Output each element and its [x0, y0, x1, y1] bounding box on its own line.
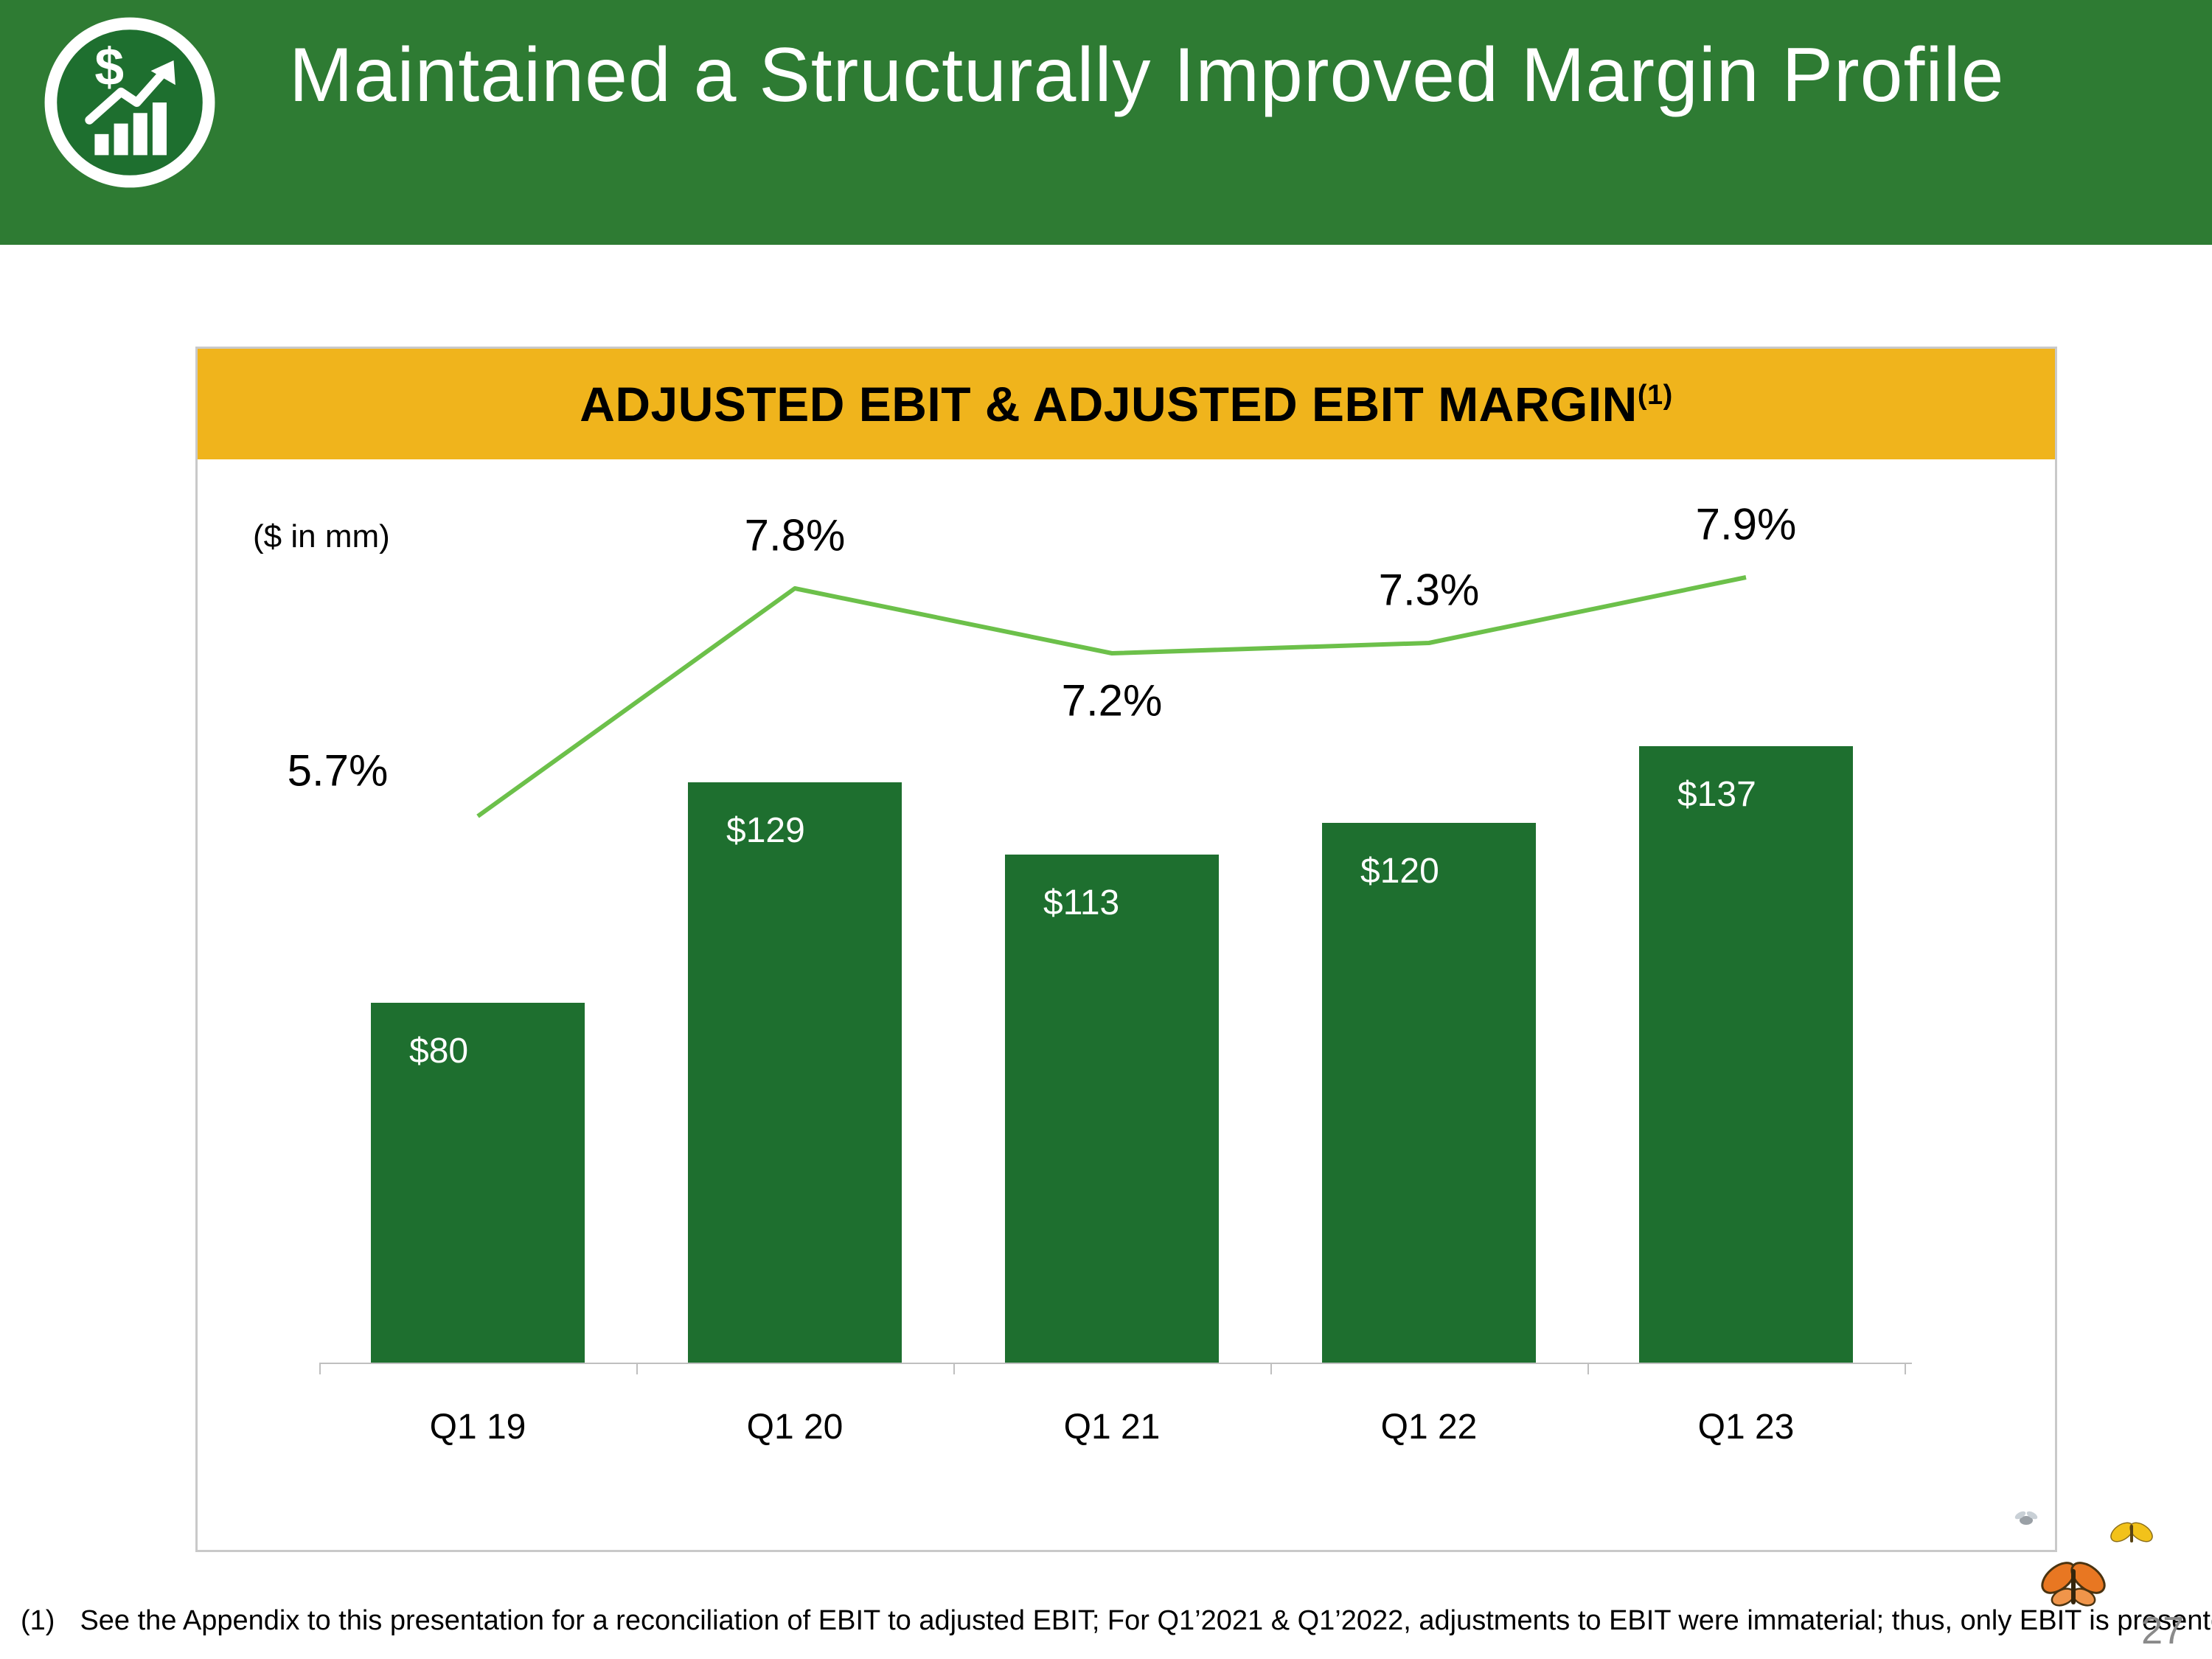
- x-axis-tick: [1587, 1363, 1589, 1374]
- x-axis-tick: [1905, 1363, 1906, 1374]
- bar-value-label: $137: [1677, 775, 1756, 814]
- x-axis-tick: [1270, 1363, 1272, 1374]
- bar-q1-23: [1639, 746, 1853, 1363]
- chart-title-band: ADJUSTED EBIT & ADJUSTED EBIT MARGIN(1): [198, 349, 2055, 459]
- page-title: Maintained a Structurally Improved Margi…: [289, 32, 2005, 118]
- margin-point-label: 7.8%: [744, 510, 846, 560]
- svg-text:$: $: [94, 38, 124, 97]
- bar-value-label: $129: [726, 811, 805, 850]
- bar-value-label: $80: [409, 1032, 469, 1071]
- x-axis-tick: [319, 1363, 321, 1374]
- x-axis-label: Q1 23: [1697, 1408, 1795, 1447]
- margin-point-label: 7.9%: [1695, 499, 1797, 549]
- bar-value-label: $120: [1360, 852, 1439, 891]
- orange-butterfly-icon: [2041, 1562, 2106, 1607]
- x-axis-line: [319, 1363, 1912, 1364]
- margin-point-label: 7.2%: [1061, 675, 1163, 726]
- margin-point-label: 7.3%: [1378, 565, 1480, 615]
- bar-q1-22: [1322, 823, 1536, 1363]
- chart-title: ADJUSTED EBIT & ADJUSTED EBIT MARGIN(1): [580, 376, 1673, 432]
- bar-q1-20: [688, 782, 902, 1363]
- bar-q1-19: [371, 1003, 585, 1363]
- plot-area: $80 Q1 19 $129 Q1 20 $113 Q1 21 $120 Q1 22 $137 Q…: [198, 349, 2055, 1550]
- footnote-marker: (1): [21, 1605, 55, 1636]
- fly-icon: [2014, 1511, 2038, 1525]
- x-axis-label: Q1 19: [429, 1408, 526, 1447]
- chart-title-superscript: (1): [1637, 380, 1673, 411]
- footnote: (1) See the Appendix to this presentatio…: [21, 1605, 2212, 1637]
- chart-title-text: ADJUSTED EBIT & ADJUSTED EBIT MARGIN: [580, 377, 1638, 431]
- chart-panel: ADJUSTED EBIT & ADJUSTED EBIT MARGIN(1) …: [195, 347, 2057, 1552]
- yellow-butterfly-icon: [2110, 1522, 2153, 1543]
- money-growth-icon: $: [44, 17, 215, 188]
- x-axis-tick: [636, 1363, 638, 1374]
- page-number: 27: [2141, 1610, 2184, 1652]
- margin-point-label: 5.7%: [287, 745, 389, 796]
- butterfly-decoration: [2014, 1511, 2153, 1607]
- x-axis-label: Q1 21: [1063, 1408, 1161, 1447]
- x-axis-label: Q1 22: [1380, 1408, 1478, 1447]
- x-axis-label: Q1 20: [746, 1408, 844, 1447]
- bar-value-label: $113: [1043, 883, 1120, 922]
- header-band: $ Maintained a Structurally Improved Mar…: [0, 0, 2212, 245]
- x-axis-tick: [953, 1363, 955, 1374]
- footnote-text: See the Appendix to this presentation fo…: [80, 1605, 2212, 1636]
- units-label: ($ in mm): [253, 518, 390, 554]
- bar-q1-21: [1005, 855, 1219, 1363]
